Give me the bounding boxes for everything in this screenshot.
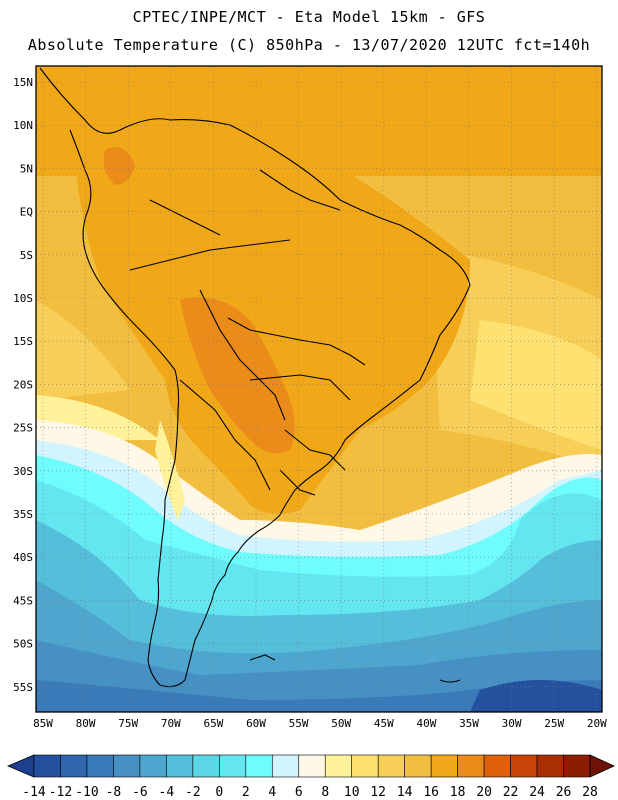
colorbar-swatch — [298, 754, 326, 778]
colorbar-labels: -14 -12 -10 -8 -6 -4 -2 0 2 4 6 8 10 12 14 16 18 20 22 24 26… — [22, 785, 598, 800]
lat-label: 25S — [13, 422, 33, 435]
lon-label: 80W — [76, 717, 96, 730]
colorbar-tick-label: -12 — [49, 785, 72, 800]
colorbar-tick-label: -2 — [185, 785, 201, 800]
lat-label: 20S — [13, 378, 33, 391]
colorbar-tick-label: 0 — [215, 785, 223, 800]
map-title: CPTEC/INPE/MCT - Eta Model 15km - GFS — [132, 8, 486, 26]
lon-label: 65W — [203, 717, 223, 730]
colorbar-tick-label: -14 — [22, 785, 46, 800]
colorbar-swatch — [536, 754, 564, 778]
colorbar-swatch — [271, 754, 300, 778]
colorbar-tick-label: 8 — [321, 785, 329, 800]
colorbar-swatch — [219, 754, 247, 778]
colorbar-tick-label: 22 — [503, 785, 519, 800]
lon-label: 85W — [33, 717, 53, 730]
colorbar-swatch — [113, 754, 141, 778]
lon-label: 50W — [331, 717, 351, 730]
coastlines — [39, 67, 471, 688]
lon-label: 45W — [374, 717, 394, 730]
colorbar-swatch — [457, 754, 485, 778]
colorbar-swatch — [430, 754, 458, 778]
latitude-labels: 15N 10N 5N EQ 5S 10S 15S 20S 25S 30S 35S 40S 45S 50S 5… — [13, 76, 33, 694]
lat-label: 15N — [13, 76, 33, 89]
lat-label: 15S — [13, 335, 33, 348]
lon-label: 70W — [161, 717, 181, 730]
colorbar-swatch — [404, 754, 432, 778]
colorbar-swatch — [351, 754, 379, 778]
lat-label: 50S — [13, 638, 33, 651]
lon-label: 55W — [289, 717, 309, 730]
lon-label: 20W — [587, 717, 607, 730]
lat-label: 55S — [13, 681, 33, 694]
colorbar-tick-label: -4 — [159, 785, 175, 800]
colorbar-tick-label: -10 — [75, 785, 98, 800]
lon-label: 60W — [246, 717, 266, 730]
colorbar-swatch — [192, 754, 220, 778]
colorbar-tick-label: 6 — [295, 785, 303, 800]
colorbar-tick-label: 16 — [423, 785, 439, 800]
colorbar-tick-label: 28 — [582, 785, 598, 800]
lat-label: 10N — [13, 119, 33, 132]
lat-label: 30S — [13, 465, 33, 478]
colorbar-tick-label: 2 — [242, 785, 250, 800]
temperature-field — [36, 66, 602, 712]
lat-label: 5S — [20, 249, 33, 262]
colorbar-swatch — [510, 754, 538, 778]
colorbar-tick-label: 12 — [370, 785, 386, 800]
colorbar-tick-label: 20 — [476, 785, 492, 800]
colorbar-swatch — [139, 754, 167, 778]
lon-label: 30W — [502, 717, 522, 730]
colorbar-swatch — [33, 754, 61, 778]
colorbar-tick-label: 10 — [344, 785, 360, 800]
colorbar-swatch — [589, 754, 615, 778]
colorbar-swatch — [60, 754, 88, 778]
colorbar-swatch — [245, 754, 273, 778]
map-subtitle: Absolute Temperature (C) 850hPa - 13/07/… — [27, 36, 591, 54]
colorbar — [6, 754, 615, 778]
lon-label: 75W — [118, 717, 138, 730]
lat-label: 10S — [13, 292, 33, 305]
lat-label: 45S — [13, 594, 33, 607]
colorbar-swatch — [563, 754, 591, 778]
colorbar-swatch — [377, 754, 405, 778]
colorbar-swatch — [86, 754, 114, 778]
lat-label: 5N — [20, 162, 33, 175]
colorbar-swatch — [483, 754, 511, 778]
lat-label: EQ — [20, 206, 33, 219]
colorbar-tick-label: 24 — [529, 785, 545, 800]
lon-label: 25W — [544, 717, 564, 730]
colorbar-tick-label: 14 — [397, 785, 413, 800]
lat-label: 40S — [13, 551, 33, 564]
colorbar-swatch — [166, 754, 194, 778]
lon-label: 40W — [416, 717, 436, 730]
colorbar-swatch — [6, 754, 35, 778]
colorbar-tick-label: 26 — [556, 785, 572, 800]
lat-label: 35S — [13, 508, 33, 521]
colorbar-tick-label: 18 — [450, 785, 466, 800]
colorbar-tick-label: -8 — [106, 785, 122, 800]
longitude-labels: 85W 80W 75W 70W 65W 60W 55W 50W 45W 40W 35W 30W 25W 2… — [33, 717, 607, 730]
colorbar-tick-label: -6 — [132, 785, 148, 800]
colorbar-tick-label: 4 — [268, 785, 276, 800]
map-frame — [35, 65, 603, 713]
colorbar-swatch — [324, 754, 353, 778]
lon-label: 35W — [459, 717, 479, 730]
